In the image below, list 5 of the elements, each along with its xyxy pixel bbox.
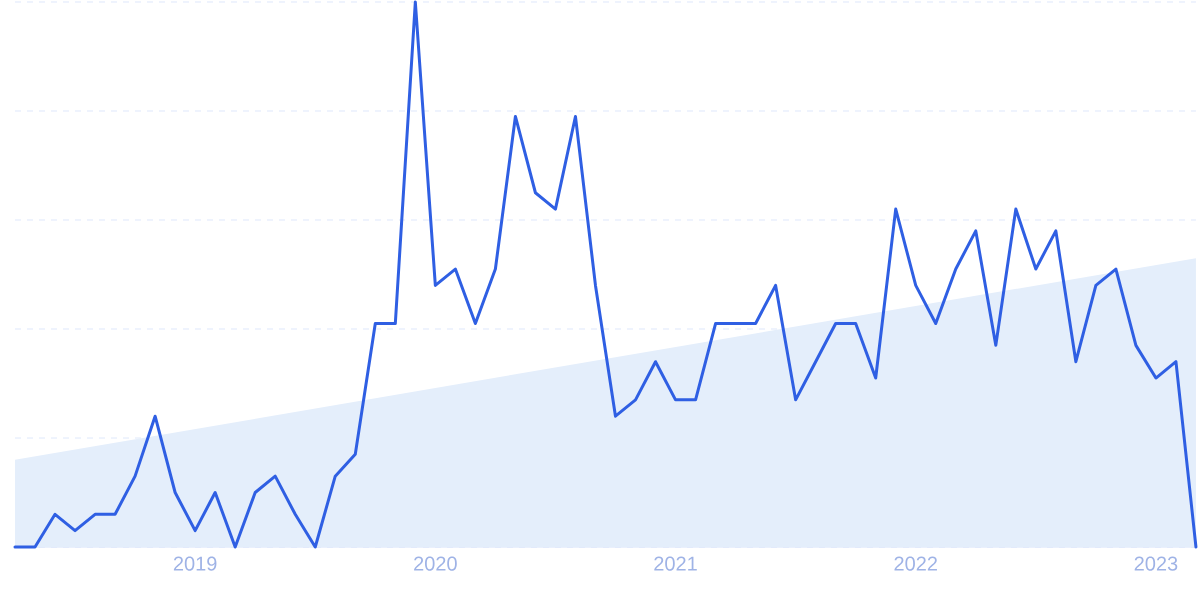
x-tick-label: 2021 <box>654 556 697 571</box>
x-tick-label: 2022 <box>894 556 937 571</box>
x-tick-label: 2023 <box>1134 556 1178 571</box>
x-tick-label: 2020 <box>414 556 457 571</box>
x-tick-label: 2019 <box>173 556 217 571</box>
